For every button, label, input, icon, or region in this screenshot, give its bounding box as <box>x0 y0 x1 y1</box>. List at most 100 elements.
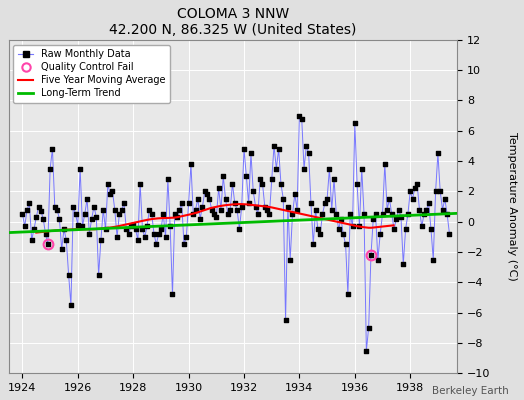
Point <box>76 166 84 172</box>
Point <box>399 261 408 267</box>
Point <box>378 211 387 217</box>
Point <box>30 226 38 232</box>
Point <box>277 180 285 187</box>
Point <box>334 226 343 232</box>
Point <box>155 231 163 237</box>
Point <box>300 166 308 172</box>
Point <box>401 226 410 232</box>
Point <box>295 112 303 119</box>
Point <box>346 211 354 217</box>
Point <box>283 203 292 210</box>
Point <box>157 226 165 232</box>
Point <box>390 226 398 232</box>
Point <box>104 180 112 187</box>
Point <box>372 211 380 217</box>
Point <box>99 206 107 213</box>
Point <box>161 234 170 240</box>
Point <box>221 196 230 202</box>
Point <box>406 188 414 194</box>
Point <box>228 180 237 187</box>
Point <box>67 302 75 308</box>
Point <box>325 166 334 172</box>
Point <box>64 272 73 278</box>
Point <box>39 216 47 222</box>
Point <box>62 237 71 243</box>
Point <box>434 150 442 157</box>
Point <box>376 231 385 237</box>
Point <box>395 206 403 213</box>
Point <box>420 211 428 217</box>
Point <box>163 176 172 182</box>
Point <box>27 237 36 243</box>
Point <box>69 203 78 210</box>
Point <box>311 206 320 213</box>
Point <box>408 196 417 202</box>
Point <box>443 211 451 217</box>
Point <box>171 211 179 217</box>
Point <box>129 222 137 228</box>
Point <box>122 226 130 232</box>
Point <box>279 196 288 202</box>
Point <box>249 188 257 194</box>
Point <box>191 206 200 213</box>
Point <box>166 223 174 230</box>
Point <box>431 188 440 194</box>
Point <box>339 231 347 237</box>
Point <box>374 256 382 263</box>
Point <box>231 200 239 207</box>
Point <box>97 237 105 243</box>
Point <box>180 241 188 248</box>
Point <box>148 211 156 217</box>
Point <box>178 200 186 207</box>
Point <box>392 216 400 222</box>
Point <box>362 347 370 354</box>
Point <box>357 166 366 172</box>
Y-axis label: Temperature Anomaly (°C): Temperature Anomaly (°C) <box>507 132 517 281</box>
Point <box>51 203 59 210</box>
Point <box>424 200 433 207</box>
Point <box>422 206 431 213</box>
Point <box>298 115 306 122</box>
Point <box>270 143 278 149</box>
Point <box>268 176 276 182</box>
Point <box>55 216 63 222</box>
Point <box>94 272 103 278</box>
Point <box>85 231 94 237</box>
Point <box>37 208 45 214</box>
Point <box>348 223 357 230</box>
Point <box>235 226 244 232</box>
Point <box>439 206 447 213</box>
Point <box>252 203 260 210</box>
Point <box>60 226 68 232</box>
Point <box>90 203 98 210</box>
Legend: Raw Monthly Data, Quality Control Fail, Five Year Moving Average, Long-Term Tren: Raw Monthly Data, Quality Control Fail, … <box>14 44 170 103</box>
Point <box>83 196 91 202</box>
Point <box>219 173 227 179</box>
Point <box>365 325 373 331</box>
Point <box>288 211 297 217</box>
Point <box>117 206 126 213</box>
Point <box>194 196 202 202</box>
Point <box>23 206 31 213</box>
Point <box>309 241 318 248</box>
Point <box>198 203 206 210</box>
Point <box>332 211 341 217</box>
Point <box>43 241 52 248</box>
Point <box>132 226 140 232</box>
Point <box>226 206 234 213</box>
Point <box>272 166 280 172</box>
Point <box>150 231 158 237</box>
Point <box>136 180 144 187</box>
Point <box>48 146 57 152</box>
Point <box>78 223 86 230</box>
Point <box>35 203 43 210</box>
Point <box>328 206 336 213</box>
Point <box>108 188 117 194</box>
Point <box>187 161 195 167</box>
Point <box>115 211 124 217</box>
Point <box>46 166 54 172</box>
Point <box>233 206 241 213</box>
Point <box>323 196 331 202</box>
Point <box>208 206 216 213</box>
Point <box>182 234 191 240</box>
